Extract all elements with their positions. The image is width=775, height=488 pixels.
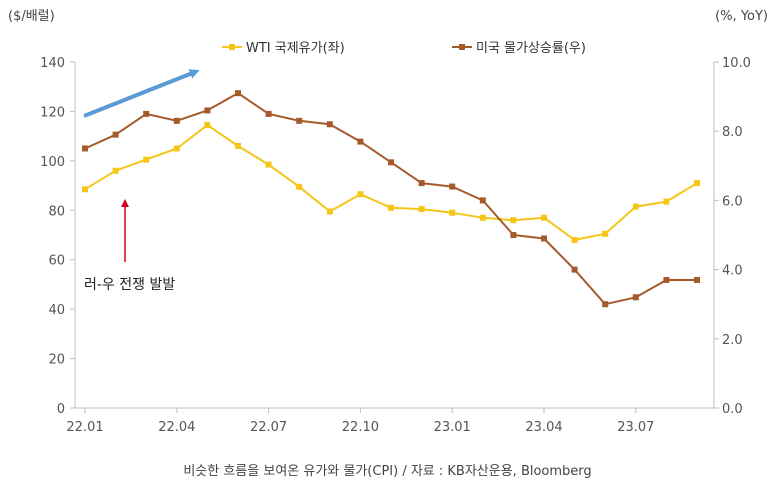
data-point-cpi xyxy=(602,301,609,308)
x-tick-labels: 22.01 22.04 22.07 22.10 23.01 23.04 23.07 xyxy=(66,408,654,435)
event-label: 러-우 전쟁 발발 xyxy=(84,277,175,293)
series-line-cpi xyxy=(84,92,697,306)
data-point-wti xyxy=(479,214,486,221)
data-point-cpi xyxy=(479,197,486,204)
chart-svg: ($/배럴) (%, YoY) 0 20 40 60 80 100 120 140 0.0 2.… xyxy=(8,9,768,435)
left-unit-label: ($/배럴) xyxy=(8,9,55,24)
data-point-wti xyxy=(632,203,639,210)
data-point-cpi xyxy=(510,232,517,238)
data-point-cpi xyxy=(418,180,425,187)
right-unit-label: (%, YoY) xyxy=(715,9,768,24)
data-point-cpi xyxy=(632,294,639,301)
data-point-wti xyxy=(143,156,150,163)
data-point-wti xyxy=(82,186,88,193)
data-point-cpi xyxy=(82,145,88,152)
data-point-cpi xyxy=(112,131,119,138)
left-tick-label: 140 xyxy=(40,56,65,71)
right-tick-label: 8.0 xyxy=(722,125,743,140)
data-point-cpi xyxy=(326,121,333,128)
left-tick-label: 60 xyxy=(48,254,65,269)
data-point-wti xyxy=(235,143,241,150)
data-point-cpi xyxy=(449,183,456,190)
right-tick-label: 10.0 xyxy=(722,56,751,71)
legend-cpi-marker xyxy=(459,44,465,50)
data-point-wti xyxy=(602,230,609,237)
series-line-wti xyxy=(84,124,698,241)
data-point-wti xyxy=(510,217,517,224)
x-tick-label: 22.01 xyxy=(66,420,103,435)
legend-cpi-label: 미국 물가상승률(우) xyxy=(476,41,586,56)
data-point-wti xyxy=(388,204,394,211)
data-point-wti xyxy=(173,145,180,152)
data-point-wti xyxy=(418,206,425,213)
left-tick-labels: 0 20 40 60 80 100 120 140 xyxy=(40,56,75,417)
right-tick-label: 0.0 xyxy=(722,402,743,417)
legend-wti-label: WTI 국제유가(좌) xyxy=(246,41,345,56)
legend: WTI 국제유가(좌) 미국 물가상승률(우) xyxy=(222,41,586,56)
data-point-cpi xyxy=(541,235,547,242)
right-tick-label: 2.0 xyxy=(722,333,743,348)
data-point-cpi xyxy=(357,138,364,145)
data-point-wti xyxy=(357,191,364,198)
data-point-wti xyxy=(204,122,211,129)
x-tick-label: 22.04 xyxy=(158,420,195,435)
data-point-cpi xyxy=(173,117,180,124)
data-point-cpi xyxy=(204,107,211,114)
data-point-cpi xyxy=(235,90,241,97)
legend-wti-marker xyxy=(229,44,235,50)
x-tick-label: 23.07 xyxy=(617,420,654,435)
left-tick-label: 120 xyxy=(40,105,65,120)
data-point-wti xyxy=(265,161,272,168)
right-tick-label: 4.0 xyxy=(722,264,743,279)
data-point-wti xyxy=(694,180,700,187)
data-point-cpi xyxy=(571,266,578,273)
data-point-wti xyxy=(326,208,333,215)
left-tick-label: 0 xyxy=(57,402,65,417)
data-point-cpi xyxy=(143,110,150,117)
data-point-cpi xyxy=(265,110,272,117)
data-point-wti xyxy=(663,198,670,205)
x-tick-label: 23.01 xyxy=(434,420,471,435)
left-tick-label: 100 xyxy=(40,155,65,170)
left-tick-label: 40 xyxy=(48,303,65,318)
data-point-wti xyxy=(112,167,119,174)
x-tick-label: 22.10 xyxy=(342,420,379,435)
series-wti xyxy=(82,122,700,243)
data-point-wti xyxy=(296,183,303,190)
left-tick-label: 20 xyxy=(48,353,65,368)
data-point-wti xyxy=(571,236,578,243)
series-cpi xyxy=(82,90,700,308)
data-point-cpi xyxy=(694,276,700,283)
data-point-wti xyxy=(541,214,547,221)
x-tick-label: 23.04 xyxy=(525,420,562,435)
data-point-wti xyxy=(449,209,456,216)
data-point-cpi xyxy=(296,117,303,124)
trend-arrow xyxy=(83,69,200,118)
right-tick-label: 6.0 xyxy=(722,194,743,209)
left-tick-label: 80 xyxy=(48,204,65,219)
caption: 비슷한 흐름을 보여온 유가와 물가(CPI) / 자료 : KB자산운용, B… xyxy=(183,464,592,479)
data-point-cpi xyxy=(388,159,394,166)
x-tick-label: 22.07 xyxy=(250,420,287,435)
data-point-cpi xyxy=(663,276,670,283)
right-tick-labels: 0.0 2.0 4.0 6.0 8.0 10.0 xyxy=(714,56,751,417)
